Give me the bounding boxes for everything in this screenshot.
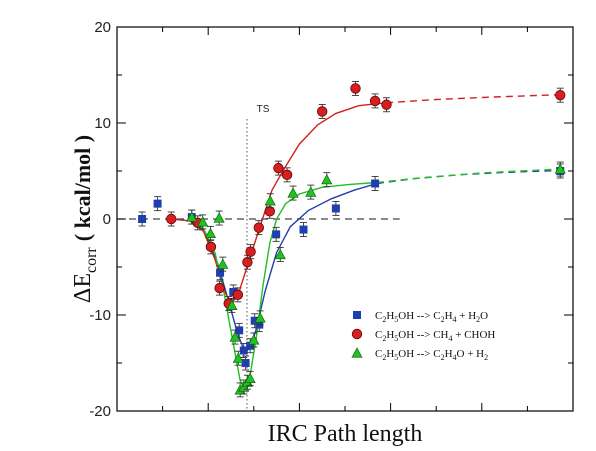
data-point-series-1 <box>242 257 253 268</box>
data-point-series-2 <box>197 216 209 227</box>
data-point-series-1 <box>205 241 217 253</box>
legend-label-series-2: C2H5OH --> C2H4O + H2 <box>375 348 488 362</box>
data-point-series-0 <box>299 225 308 234</box>
fit-extension-series-2 <box>376 168 560 184</box>
data-point-series-1 <box>350 83 361 94</box>
data-point-series-1 <box>281 169 293 181</box>
y-axis-ticks: -20 -10 0 10 20 <box>89 19 573 420</box>
data-point-series-1 <box>253 222 265 233</box>
data-point-series-1 <box>381 99 392 110</box>
y-tick-label: 20 <box>94 19 111 36</box>
x-axis-ticks <box>162 27 528 411</box>
data-point-series-0 <box>246 341 255 350</box>
legend-marker-series-1 <box>351 328 363 340</box>
data-point-series-2 <box>244 372 256 383</box>
data-point-series-1 <box>214 282 225 294</box>
data-point-series-0 <box>250 316 259 325</box>
data-point-series-0 <box>216 268 225 277</box>
data-point-series-2 <box>186 211 198 222</box>
fit-extension-series-1 <box>385 94 560 104</box>
data-point-series-0 <box>371 179 380 188</box>
ts-label: TS <box>257 104 270 115</box>
data-point-series-2 <box>264 195 276 206</box>
y-axis-title: ΔEcorr ( kcal/mol ) <box>70 135 100 303</box>
y-axis-title-prefix: ΔE <box>70 273 96 303</box>
data-point-series-1 <box>245 246 256 257</box>
data-point-series-1 <box>232 289 244 301</box>
data-point-series-2 <box>204 227 217 238</box>
data-point-series-0 <box>235 326 244 335</box>
data-point-series-2 <box>254 312 266 323</box>
data-point-series-2 <box>229 331 241 342</box>
y-tick-label: -20 <box>89 403 111 420</box>
x-axis-title: IRC Path length <box>268 421 423 447</box>
legend-marker-series-0 <box>353 311 361 319</box>
legend-label-series-1: C2H5OH --> CH4 + CHOH <box>375 329 495 343</box>
data-point-series-2 <box>232 352 244 363</box>
data-point-series-0 <box>153 199 162 208</box>
y-axis-title-unit: ( kcal/mol ) <box>70 135 95 241</box>
data-point-series-1 <box>317 106 328 117</box>
data-point-series-2 <box>305 186 317 197</box>
data-point-series-2 <box>213 212 225 223</box>
data-point-series-1 <box>264 206 275 217</box>
data-point-series-2 <box>226 299 238 310</box>
data-point-series-2 <box>554 163 566 174</box>
legend-label-series-0: C2H5OH --> C2H4 + H2O <box>375 310 488 324</box>
svg-text:ΔEcorr( kcal/mol ): ΔEcorr ( kcal/mol ) <box>70 135 100 303</box>
data-point-series-0 <box>331 204 340 213</box>
legend-marker-series-2 <box>351 347 363 358</box>
data-point-series-2 <box>321 173 333 185</box>
data-point-series-0 <box>241 359 250 367</box>
data-point-series-2 <box>287 187 299 198</box>
data-point-series-2 <box>274 248 286 260</box>
data-point-series-0 <box>272 230 281 239</box>
data-point-series-0 <box>239 346 248 355</box>
data-point-series-1 <box>273 162 284 174</box>
data-point-series-1 <box>369 95 381 107</box>
y-tick-label: 10 <box>94 115 111 132</box>
data-point-series-1 <box>555 89 566 101</box>
legend: C2H5OH --> C2H4 + H2O C2H5OH --> CH4 + CH… <box>351 310 495 362</box>
y-tick-label: 0 <box>103 211 111 228</box>
data-point-series-1 <box>166 213 177 225</box>
plot-content <box>117 80 566 411</box>
data-point-series-2 <box>217 258 229 269</box>
y-tick-label: -10 <box>89 307 111 324</box>
data-point-series-0 <box>138 215 147 223</box>
data-point-series-0 <box>229 287 238 296</box>
data-point-series-2 <box>248 334 260 345</box>
y-axis-title-subscript: corr <box>83 247 100 273</box>
